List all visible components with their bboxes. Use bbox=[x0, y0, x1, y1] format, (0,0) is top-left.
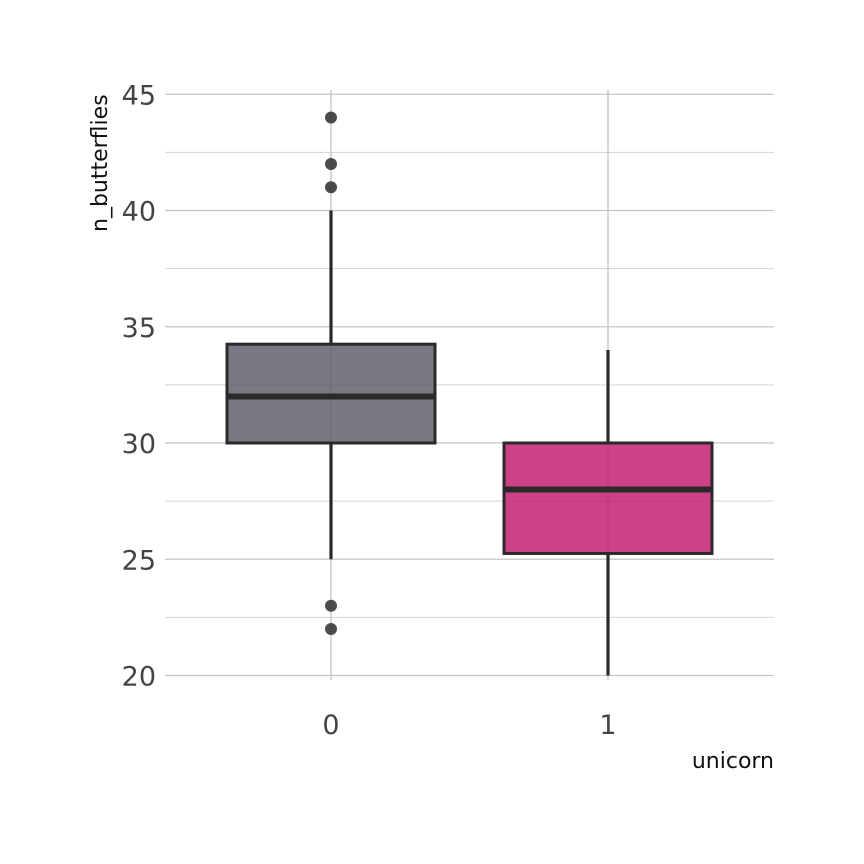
box-group-0 bbox=[225, 111, 437, 635]
y-tick-label: 35 bbox=[122, 313, 156, 344]
y-axis-title: n_butterflies bbox=[88, 94, 113, 232]
y-tick-label: 45 bbox=[122, 80, 156, 111]
tick-labels: 20 25 30 35 40 45 0 1 bbox=[122, 80, 617, 741]
box-group-1 bbox=[502, 350, 714, 676]
y-tick-label: 30 bbox=[122, 429, 156, 460]
outlier-point bbox=[325, 111, 337, 124]
outlier-point bbox=[325, 623, 337, 635]
outlier-point bbox=[325, 158, 337, 170]
y-tick-label: 40 bbox=[122, 197, 156, 228]
x-tick-label: 0 bbox=[322, 710, 339, 741]
box-iqr bbox=[502, 441, 714, 555]
boxes bbox=[225, 111, 714, 676]
y-tick-label: 25 bbox=[122, 545, 156, 576]
x-axis-title: unicorn bbox=[692, 749, 774, 774]
outlier-point bbox=[325, 181, 337, 194]
x-tick-label: 1 bbox=[599, 710, 616, 741]
y-tick-label: 20 bbox=[122, 662, 156, 693]
outlier-point bbox=[325, 599, 337, 612]
